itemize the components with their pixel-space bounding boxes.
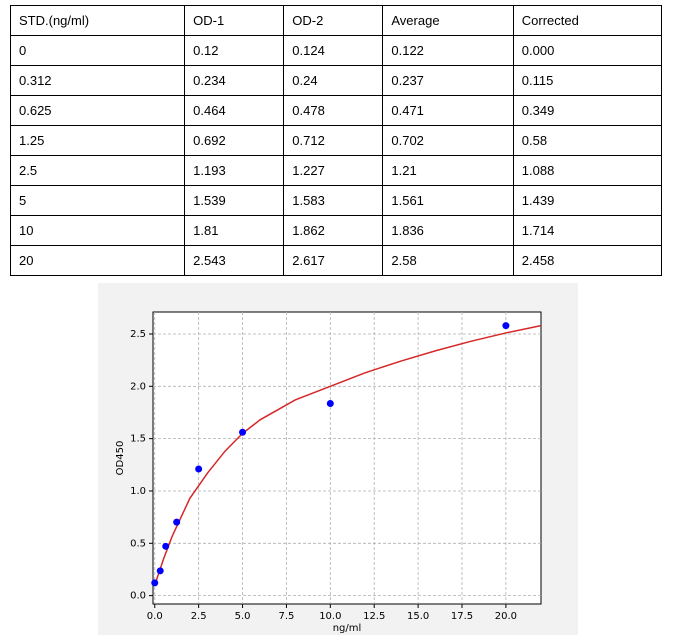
cell: 2.543 bbox=[184, 245, 285, 276]
y-tick-label: 2.0 bbox=[130, 381, 146, 392]
header-row: STD.(ng/ml) OD-1 OD-2 Average Corrected bbox=[9, 5, 663, 36]
y-tick-label: 0.5 bbox=[130, 538, 146, 549]
table-row: 20 2.543 2.617 2.58 2.458 bbox=[9, 245, 663, 276]
data-point bbox=[239, 428, 247, 436]
cell: 0.625 bbox=[9, 95, 186, 126]
cell: 1.862 bbox=[283, 215, 384, 246]
cell: 2.58 bbox=[382, 245, 514, 276]
data-point bbox=[173, 518, 181, 526]
x-tick-label: 2.5 bbox=[191, 611, 207, 622]
cell: 2.458 bbox=[512, 245, 663, 276]
data-point bbox=[195, 465, 203, 473]
header-cell: Corrected bbox=[512, 5, 663, 36]
data-point bbox=[502, 322, 510, 330]
cell: 0.692 bbox=[184, 125, 285, 156]
y-tick-label: 0.0 bbox=[130, 591, 146, 602]
y-axis-label: OD450 bbox=[115, 441, 126, 476]
cell: 20 bbox=[9, 245, 186, 276]
x-tick-label: 0.0 bbox=[147, 611, 163, 622]
table-row: 5 1.539 1.583 1.561 1.439 bbox=[9, 185, 663, 216]
cell: 1.088 bbox=[512, 155, 663, 186]
header-cell: OD-1 bbox=[184, 5, 285, 36]
cell: 1.21 bbox=[382, 155, 514, 186]
y-tick-label: 1.5 bbox=[130, 434, 146, 445]
y-tick-label: 1.0 bbox=[130, 486, 146, 497]
x-tick-label: 7.5 bbox=[278, 611, 294, 622]
y-tick-label: 2.5 bbox=[130, 329, 146, 340]
x-tick-label: 20.0 bbox=[495, 611, 517, 622]
table-row: 0 0.12 0.124 0.122 0.000 bbox=[9, 35, 663, 66]
fit-curve bbox=[154, 324, 542, 586]
cell: 1.714 bbox=[512, 215, 663, 246]
data-point bbox=[151, 579, 159, 587]
cell: 0.702 bbox=[382, 125, 514, 156]
cell: 0.12 bbox=[184, 35, 285, 66]
cell: 0.478 bbox=[283, 95, 384, 126]
cell: 2.617 bbox=[283, 245, 384, 276]
cell: 0.124 bbox=[283, 35, 384, 66]
data-point bbox=[162, 542, 170, 550]
data-point bbox=[156, 567, 164, 575]
x-tick-label: 12.5 bbox=[363, 611, 385, 622]
cell: 1.193 bbox=[184, 155, 285, 186]
x-tick-label: 17.5 bbox=[451, 611, 473, 622]
x-tick-label: 10.0 bbox=[319, 611, 341, 622]
cell: 0.237 bbox=[382, 65, 514, 96]
x-axis-label: ng/ml bbox=[333, 623, 362, 634]
table-row: 0.625 0.464 0.478 0.471 0.349 bbox=[9, 95, 663, 126]
table-row: 10 1.81 1.862 1.836 1.714 bbox=[9, 215, 663, 246]
header-cell: STD.(ng/ml) bbox=[9, 5, 186, 36]
plot-area bbox=[152, 311, 542, 605]
header-cell: Average bbox=[382, 5, 514, 36]
data-point bbox=[326, 399, 334, 407]
data-table: STD.(ng/ml) OD-1 OD-2 Average Corrected 0 0.12… bbox=[9, 5, 663, 276]
cell: 0.471 bbox=[382, 95, 514, 126]
cell: 1.561 bbox=[382, 185, 514, 216]
cell: 5 bbox=[9, 185, 186, 216]
x-tick-label: 15.0 bbox=[407, 611, 429, 622]
x-tick-label: 5.0 bbox=[235, 611, 251, 622]
cell: 0.24 bbox=[283, 65, 384, 96]
cell: 1.836 bbox=[382, 215, 514, 246]
